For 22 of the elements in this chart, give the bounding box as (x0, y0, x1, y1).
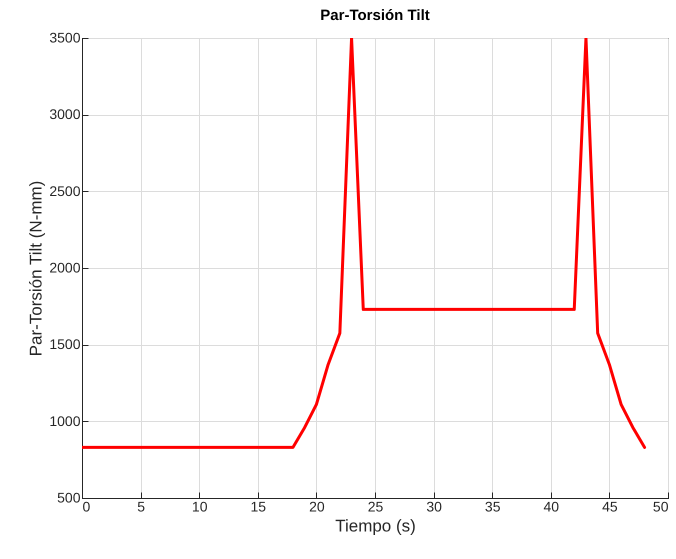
x-tick-label: 45 (602, 498, 618, 514)
x-tick-label: 10 (192, 498, 208, 514)
x-tick-label: 50 (652, 498, 669, 514)
y-tick-label: 1500 (49, 336, 81, 352)
x-tick-label: 5 (137, 498, 146, 514)
y-tick-label: 3500 (49, 30, 81, 46)
x-tick-label: 0 (82, 498, 90, 514)
y-tick-label: 2000 (49, 260, 81, 276)
x-axis-title: Tiempo (s) (335, 516, 416, 536)
x-tick-label: 15 (250, 498, 266, 514)
x-tick-label: 25 (368, 498, 384, 514)
y-tick-label: 500 (57, 490, 81, 506)
y-tick-label: 2500 (49, 182, 81, 199)
x-tick-label: 40 (544, 498, 560, 514)
line-series (82, 38, 646, 449)
chart-title: Par-Torsión Tilt (320, 7, 430, 24)
x-tick-label: 30 (426, 498, 442, 514)
y-tick-label: 1000 (49, 412, 81, 429)
x-tick-label: 35 (484, 498, 501, 514)
y-tick-label: 3000 (49, 106, 81, 122)
x-tick-label: 20 (309, 498, 325, 514)
y-axis-title: Par-Torsión Tilt (N-mm) (26, 180, 46, 356)
